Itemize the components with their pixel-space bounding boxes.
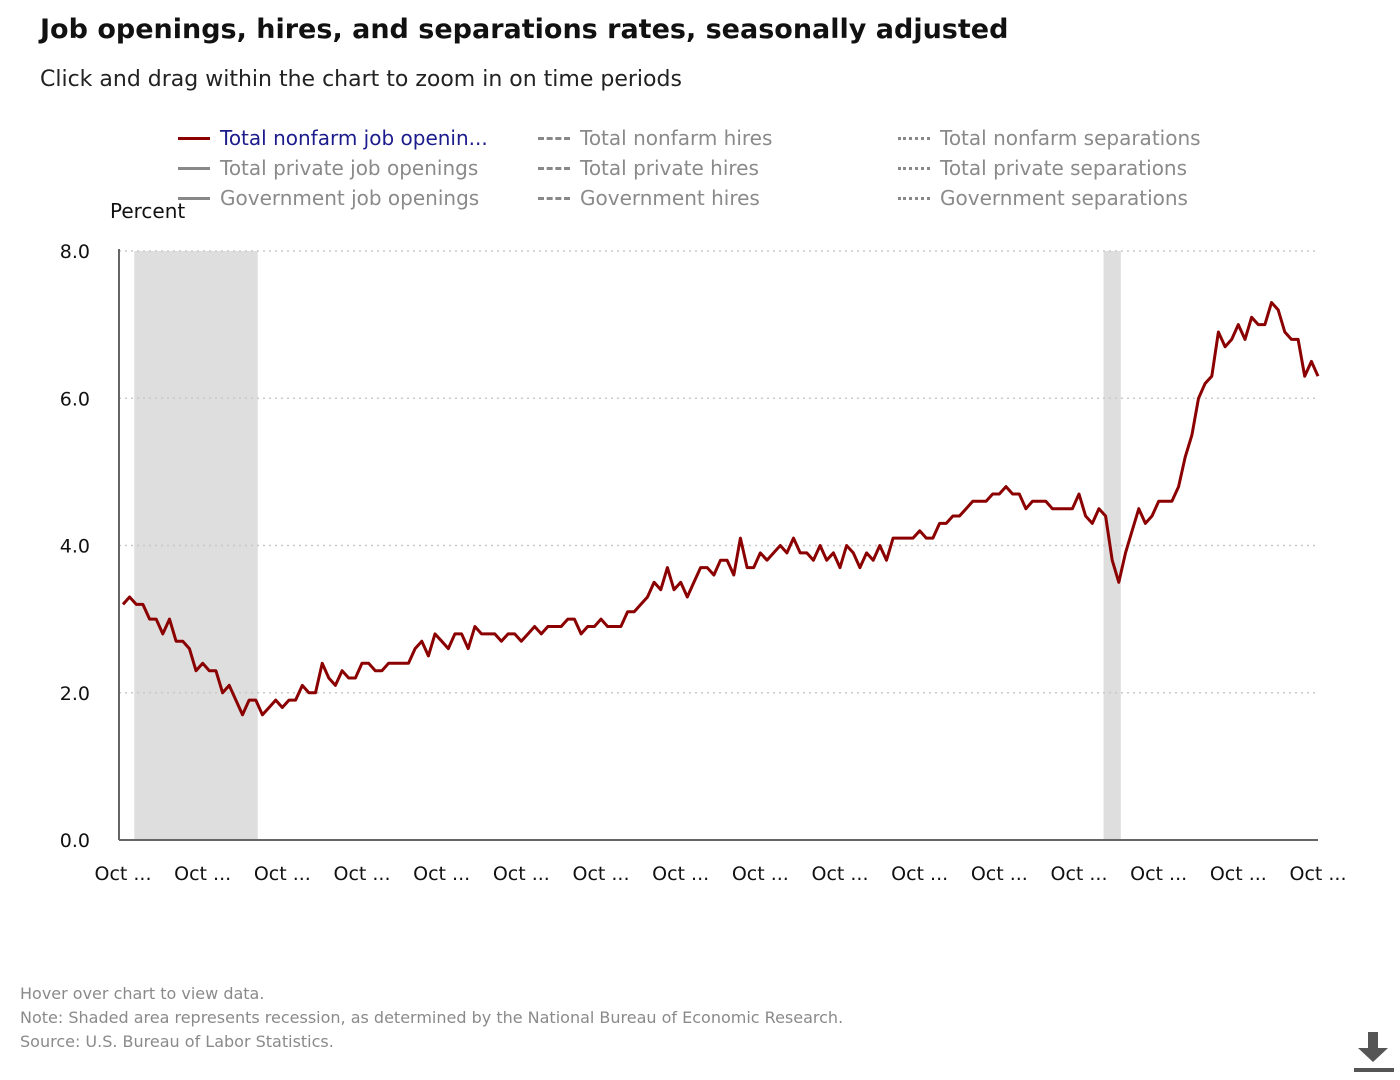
legend-item-government-hires[interactable]: Government hires (538, 184, 760, 212)
legend-swatch (178, 196, 210, 200)
x-tick-label: Oct ... (1289, 863, 1346, 885)
y-tick-label: 0.0 (60, 830, 90, 852)
x-tick-label: Oct ... (1050, 863, 1107, 885)
recession-note: Note: Shaded area represents recession, … (20, 1008, 844, 1027)
y-tick-label: 6.0 (60, 388, 90, 410)
x-tick-label: Oct ... (493, 863, 550, 885)
legend-item-total-private-separations[interactable]: Total private separations (898, 154, 1187, 182)
x-tick-label: Oct ... (1210, 863, 1267, 885)
legend-swatch (538, 196, 570, 200)
x-tick-label: Oct ... (413, 863, 470, 885)
x-tick-label: Oct ... (174, 863, 231, 885)
legend-label: Total nonfarm hires (580, 126, 773, 150)
legend-item-government-separations[interactable]: Government separations (898, 184, 1188, 212)
legend-label: Total nonfarm separations (940, 126, 1201, 150)
legend-swatch (538, 166, 570, 170)
y-tick-label: 8.0 (60, 241, 90, 263)
legend-item-government-job-openings[interactable]: Government job openings (178, 184, 479, 212)
legend-swatch (898, 196, 930, 200)
legend-label: Total nonfarm job openin... (220, 126, 488, 150)
recession-band (1103, 251, 1121, 840)
legend-swatch (178, 166, 210, 170)
legend-label: Government separations (940, 186, 1188, 210)
x-tick-label: Oct ... (1130, 863, 1187, 885)
x-tick-label: Oct ... (732, 863, 789, 885)
legend-item-total-nonfarm-separations[interactable]: Total nonfarm separations (898, 124, 1201, 152)
chart-title: Job openings, hires, and separations rat… (40, 14, 1009, 45)
legend-item-total-nonfarm-job-openings[interactable]: Total nonfarm job openin... (178, 124, 488, 152)
line-chart[interactable]: 0.0 2.0 4.0 6.0 8.0 Oct ... Oct ... Oct ... Oct … (0, 0, 1400, 920)
x-tick-label: Oct ... (971, 863, 1028, 885)
x-tick-label: Oct ... (333, 863, 390, 885)
x-tick-label: Oct ... (811, 863, 868, 885)
legend-swatch (898, 136, 930, 140)
x-tick-label: Oct ... (891, 863, 948, 885)
source-note: Source: U.S. Bureau of Labor Statistics. (20, 1032, 334, 1051)
legend-item-total-private-job-openings[interactable]: Total private job openings (178, 154, 478, 182)
legend-label: Total private separations (940, 156, 1188, 180)
y-tick-label: 4.0 (60, 536, 90, 558)
y-tick-label: 2.0 (60, 683, 90, 705)
chart-subtitle: Click and drag within the chart to zoom … (40, 67, 682, 92)
legend-item-total-private-hires[interactable]: Total private hires (538, 154, 759, 182)
x-tick-label: Oct ... (652, 863, 709, 885)
download-icon[interactable] (1352, 1030, 1396, 1074)
x-tick-label: Oct ... (572, 863, 629, 885)
legend-label: Government hires (580, 186, 760, 210)
x-tick-label: Oct ... (254, 863, 311, 885)
legend: Total nonfarm job openin... Total privat… (178, 124, 1278, 214)
legend-swatch (538, 136, 570, 140)
legend-label: Total private hires (580, 156, 759, 180)
legend-label: Total private job openings (220, 156, 479, 180)
recession-band (134, 251, 258, 840)
legend-item-total-nonfarm-hires[interactable]: Total nonfarm hires (538, 124, 772, 152)
legend-label: Government job openings (220, 186, 480, 210)
series-line-total-nonfarm-job-openings (121, 301, 1320, 717)
x-tick-label: Oct ... (94, 863, 151, 885)
y-axis-label: Percent (110, 199, 186, 223)
hover-note: Hover over chart to view data. (20, 984, 265, 1003)
legend-swatch (178, 136, 210, 140)
legend-swatch (898, 166, 930, 170)
